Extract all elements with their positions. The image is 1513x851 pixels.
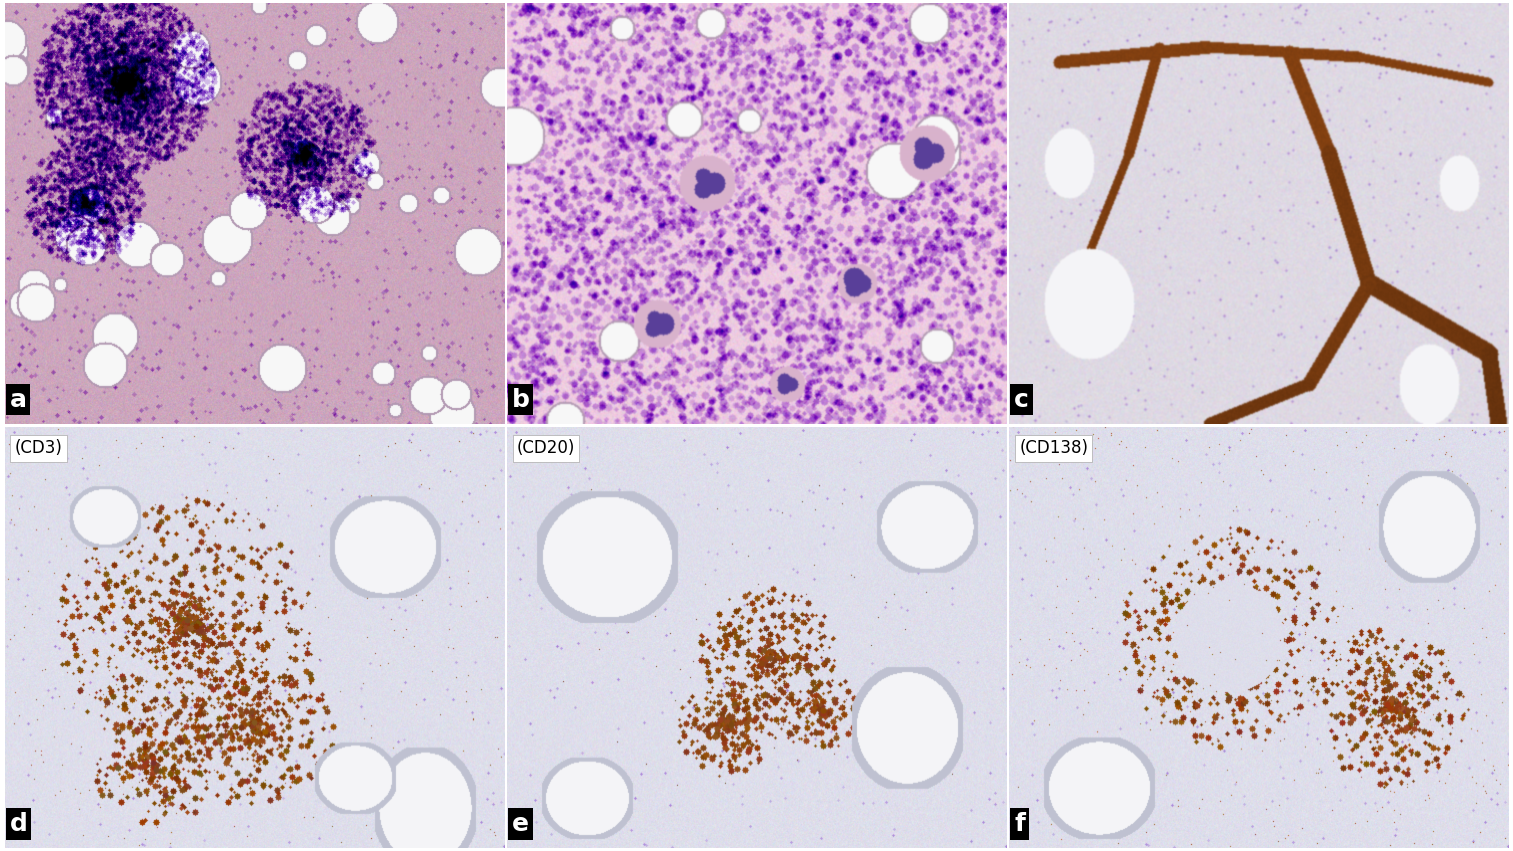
Text: (CD20): (CD20): [517, 439, 575, 458]
Text: d: d: [9, 812, 27, 836]
Text: (CD138): (CD138): [1020, 439, 1088, 458]
Text: b: b: [511, 387, 530, 412]
Text: f: f: [1014, 812, 1024, 836]
Text: e: e: [511, 812, 530, 836]
Text: c: c: [1014, 387, 1029, 412]
Text: (CD3): (CD3): [15, 439, 62, 458]
Text: a: a: [9, 387, 27, 412]
